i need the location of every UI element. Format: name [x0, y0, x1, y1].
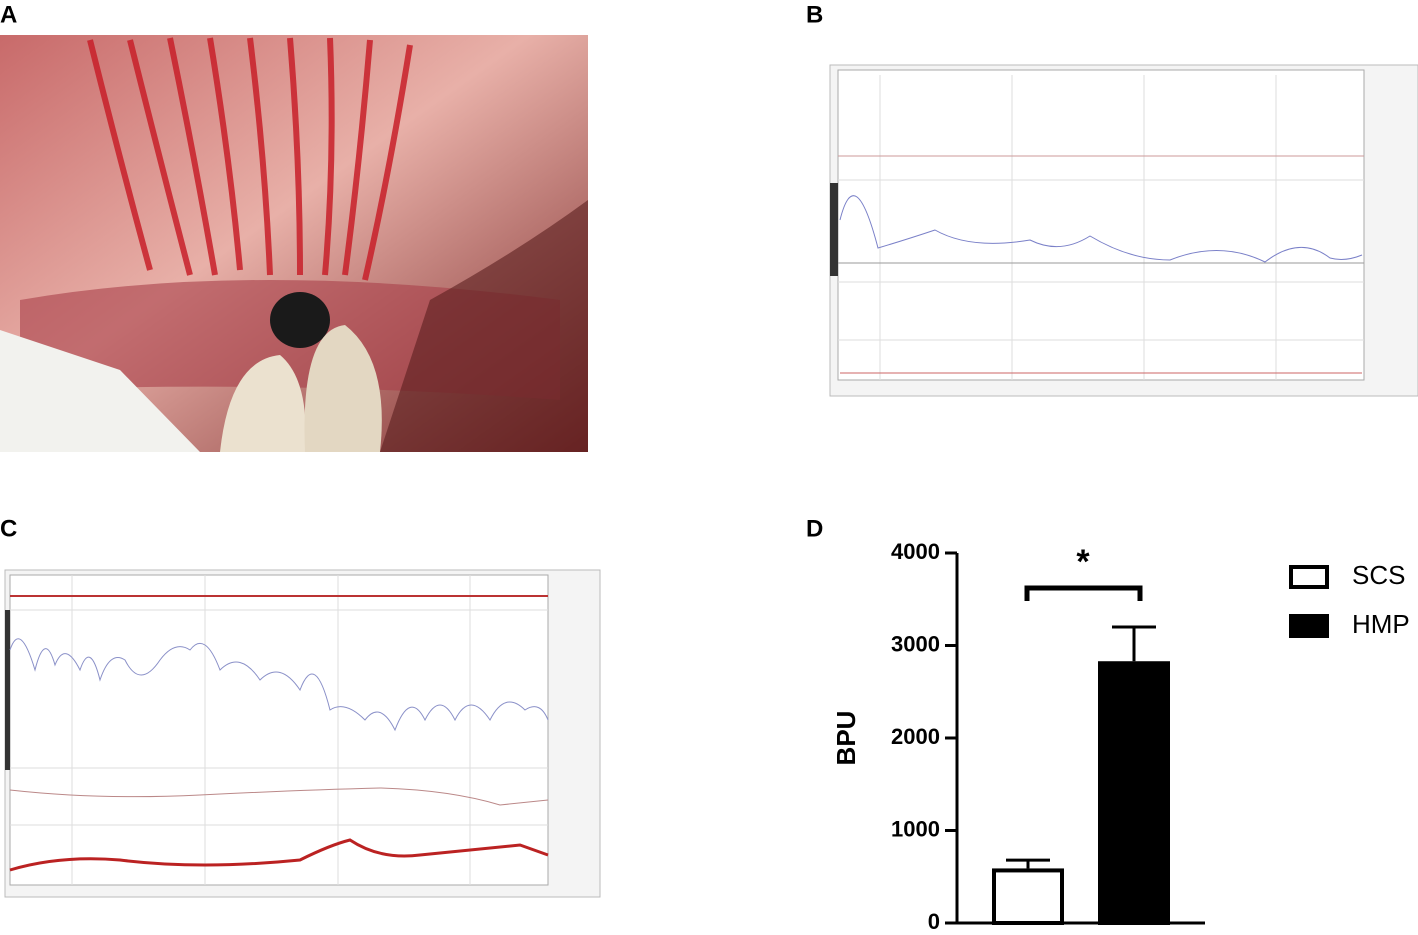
trace-screenshot [4, 569, 601, 898]
bar [1098, 661, 1170, 925]
legend-swatch [1289, 565, 1329, 589]
panel-label: A [0, 1, 17, 28]
legend-label: SCS [1352, 560, 1405, 590]
panel-label: C [0, 515, 17, 542]
y-axis-label: BPU [831, 711, 861, 766]
trace-screenshot [829, 64, 1418, 397]
y-tick-label: 0 [928, 909, 940, 934]
y-tick-label: 1000 [891, 816, 940, 841]
panel-label: D [806, 515, 823, 542]
y-tick-label: 3000 [891, 631, 940, 656]
annotation: * [1076, 543, 1090, 581]
y-tick-label: 4000 [891, 539, 940, 564]
legend-swatch [1289, 614, 1329, 638]
y-tick-label: 2000 [891, 724, 940, 749]
legend-label: HMP [1352, 609, 1410, 639]
bar [992, 868, 1064, 925]
panel-label: B [806, 1, 823, 28]
photo [0, 35, 588, 452]
significance-bracket [1024, 585, 1143, 601]
